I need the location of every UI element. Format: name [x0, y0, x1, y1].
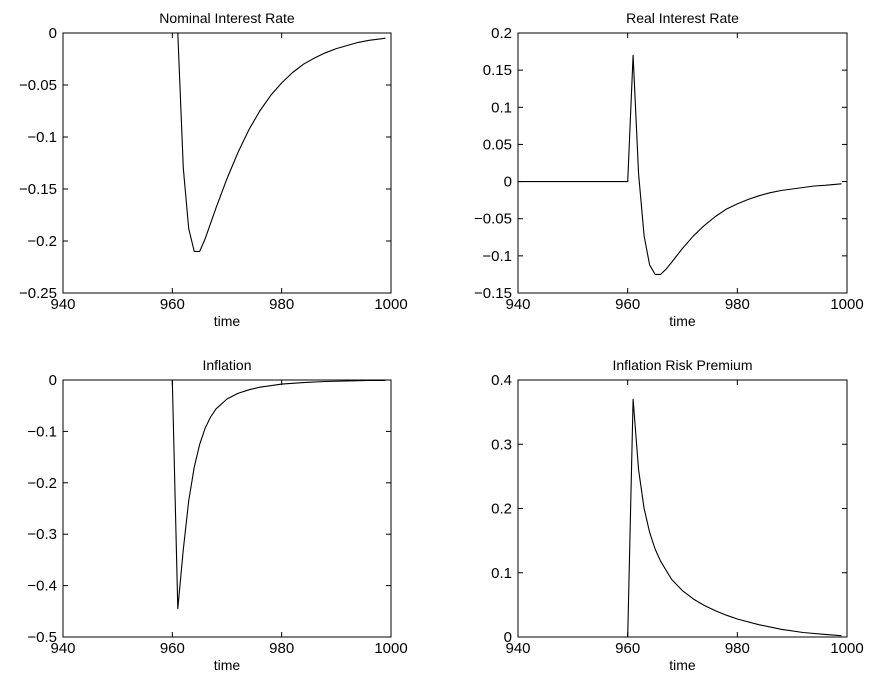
chart-title: Inflation Risk Premium	[612, 357, 752, 373]
chart-panel-4: 940 960 980 1000 0.4 0.3 0.2 0.1 0 Inflation Risk…	[491, 357, 864, 673]
y-tick-label: −0.15	[474, 285, 512, 302]
x-tick-label: 940	[50, 640, 75, 657]
x-tick-label: 1000	[374, 296, 407, 313]
y-tick-label: −0.5	[27, 629, 57, 646]
x-axis-label: time	[214, 313, 241, 329]
y-tick-label: 0.4	[491, 372, 512, 389]
x-tick-label: 960	[160, 640, 185, 657]
chart-title: Real Interest Rate	[626, 10, 739, 26]
series-line	[518, 54, 842, 275]
y-tick-label: 0	[504, 629, 512, 646]
x-tick-label: 980	[725, 640, 750, 657]
axes-box	[62, 379, 392, 638]
chart-panel-2: 940 960 980 1000 0.2 0.15 0.1 0.05 0 −0.05 −0.1 −0.…	[474, 10, 864, 329]
chart-title: Nominal Interest Rate	[159, 10, 295, 26]
y-tick-label: −0.1	[482, 248, 512, 265]
axes-box	[62, 32, 392, 294]
y-tick-label: 0.3	[491, 436, 512, 453]
x-tick-label: 960	[615, 296, 640, 313]
x-axis-label: time	[214, 657, 241, 673]
x-tick-label: 980	[269, 296, 294, 313]
series-line	[518, 398, 842, 638]
x-tick-label: 940	[505, 640, 530, 657]
x-axis-label: time	[669, 313, 696, 329]
y-tick-label: 0.2	[491, 25, 512, 42]
y-tick-label: −0.1	[27, 129, 57, 146]
x-tick-label: 940	[505, 296, 530, 313]
x-tick-label: 1000	[830, 640, 863, 657]
axes-box	[517, 379, 848, 638]
y-tick-label: −0.2	[27, 475, 57, 492]
y-tick-label: −0.2	[27, 233, 57, 250]
x-tick-label: 960	[160, 296, 185, 313]
y-tick-label: 0	[49, 372, 57, 389]
chart-panel-3: 940 960 980 1000 0 −0.1 −0.2 −0.3 −0.4 −0.5 Inflat…	[27, 357, 407, 673]
y-tick-label: −0.05	[19, 77, 57, 94]
y-tick-label: 0.2	[491, 501, 512, 518]
axes-box	[517, 32, 848, 294]
x-tick-label: 940	[50, 296, 75, 313]
y-tick-label: −0.3	[27, 526, 57, 543]
series-line	[177, 32, 386, 252]
chart-panel-1: 940 960 980 1000 0 −0.05 −0.1 −0.15 −0.2 −0.25 Nom…	[19, 10, 408, 329]
y-tick-label: −0.1	[27, 423, 57, 440]
x-tick-label: 980	[269, 640, 294, 657]
y-tick-label: −0.4	[27, 578, 57, 595]
chart-title: Inflation	[202, 357, 251, 373]
y-tick-label: 0.1	[491, 99, 512, 116]
x-tick-label: 1000	[830, 296, 863, 313]
y-tick-label: −0.05	[474, 211, 512, 228]
x-tick-label: 980	[725, 296, 750, 313]
x-tick-label: 960	[615, 640, 640, 657]
y-tick-label: −0.15	[19, 181, 57, 198]
y-tick-label: 0.15	[483, 62, 512, 79]
y-tick-label: 0.05	[483, 136, 512, 153]
y-tick-label: 0	[504, 174, 512, 191]
y-tick-label: −0.25	[19, 285, 57, 302]
x-tick-label: 1000	[374, 640, 407, 657]
series-line	[171, 379, 386, 610]
x-axis-label: time	[669, 657, 696, 673]
y-tick-label: 0	[49, 25, 57, 42]
y-tick-label: 0.1	[491, 565, 512, 582]
